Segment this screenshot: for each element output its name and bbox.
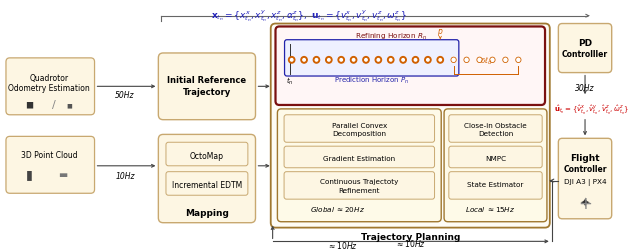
Text: Odometry Estimation: Odometry Estimation xyxy=(8,84,90,92)
Text: /: / xyxy=(52,100,56,110)
FancyBboxPatch shape xyxy=(449,115,542,143)
Circle shape xyxy=(427,59,429,62)
Text: Trajectory: Trajectory xyxy=(183,88,231,96)
Circle shape xyxy=(516,58,521,63)
Text: 50Hz: 50Hz xyxy=(115,90,135,99)
Circle shape xyxy=(437,57,444,64)
Text: Prediction Horizon $P_n$: Prediction Horizon $P_n$ xyxy=(334,75,410,85)
Circle shape xyxy=(414,59,417,62)
Text: Detection: Detection xyxy=(478,131,513,137)
FancyBboxPatch shape xyxy=(444,110,547,222)
Circle shape xyxy=(402,59,404,62)
Text: Initial Reference: Initial Reference xyxy=(168,76,246,84)
Text: 30Hz: 30Hz xyxy=(575,84,595,92)
Text: ▮: ▮ xyxy=(26,168,32,180)
Text: ◼: ◼ xyxy=(25,100,33,110)
Text: $\mathbf{x}_{t_n} = \{x^x_{t_n}, x^y_{t_n}, x^z_{t_n}, \alpha^z_{t_n}\},\ \mathb: $\mathbf{x}_{t_n} = \{x^x_{t_n}, x^y_{t_… xyxy=(211,8,407,24)
FancyBboxPatch shape xyxy=(6,137,95,194)
FancyBboxPatch shape xyxy=(6,59,95,115)
Circle shape xyxy=(328,59,330,62)
Text: $\approx 10Hz$: $\approx 10Hz$ xyxy=(395,237,426,248)
Text: Decomposition: Decomposition xyxy=(332,131,387,137)
FancyBboxPatch shape xyxy=(158,135,255,223)
FancyBboxPatch shape xyxy=(558,139,612,219)
Circle shape xyxy=(503,58,508,63)
Text: Close-in Obstacle: Close-in Obstacle xyxy=(464,122,527,128)
Text: DJI A3 | PX4: DJI A3 | PX4 xyxy=(564,178,606,185)
Circle shape xyxy=(439,59,442,62)
Text: Quadrotor: Quadrotor xyxy=(29,74,69,83)
Text: Refining Horizon $R_n$: Refining Horizon $R_n$ xyxy=(355,32,427,42)
Circle shape xyxy=(303,59,305,62)
FancyBboxPatch shape xyxy=(158,54,255,120)
FancyBboxPatch shape xyxy=(271,24,550,228)
FancyBboxPatch shape xyxy=(166,143,248,166)
Circle shape xyxy=(400,57,406,64)
Text: Gradient Estimation: Gradient Estimation xyxy=(323,155,396,161)
FancyBboxPatch shape xyxy=(285,40,459,77)
Circle shape xyxy=(338,57,344,64)
Circle shape xyxy=(425,57,431,64)
Text: 3D Point Cloud: 3D Point Cloud xyxy=(21,150,77,159)
Text: Continuous Trajectoty: Continuous Trajectoty xyxy=(320,179,399,185)
Text: Local $\approx 15Hz$: Local $\approx 15Hz$ xyxy=(465,205,515,214)
Text: State Estimator: State Estimator xyxy=(467,182,524,188)
Text: $\delta\ell_d$: $\delta\ell_d$ xyxy=(480,56,492,67)
Circle shape xyxy=(365,59,367,62)
Text: $p$: $p$ xyxy=(437,27,444,38)
Text: NMPC: NMPC xyxy=(485,155,506,161)
Circle shape xyxy=(451,58,456,63)
Text: ✦: ✦ xyxy=(580,197,590,210)
Circle shape xyxy=(377,59,380,62)
Text: Trajectory Planning: Trajectory Planning xyxy=(360,232,460,241)
Text: $\hat{\mathbf{u}}_{t_n} = \{\hat{v}^x_{t_n}, \hat{v}^y_{t_n}, \hat{v}^z_{t_n}, \: $\hat{\mathbf{u}}_{t_n} = \{\hat{v}^x_{t… xyxy=(554,102,629,116)
Circle shape xyxy=(412,57,419,64)
Text: Mapping: Mapping xyxy=(185,208,229,218)
Circle shape xyxy=(388,57,394,64)
Circle shape xyxy=(363,57,369,64)
Circle shape xyxy=(390,59,392,62)
Circle shape xyxy=(314,57,319,64)
Text: Parallel Convex: Parallel Convex xyxy=(332,122,387,128)
Text: Refinement: Refinement xyxy=(339,188,380,194)
Text: Global $\approx 20Hz$: Global $\approx 20Hz$ xyxy=(310,205,365,214)
FancyBboxPatch shape xyxy=(277,110,441,222)
Text: ▬: ▬ xyxy=(58,169,68,179)
Text: 10Hz: 10Hz xyxy=(115,172,135,180)
Circle shape xyxy=(326,57,332,64)
Circle shape xyxy=(289,57,295,64)
Circle shape xyxy=(340,59,342,62)
Text: Flight: Flight xyxy=(570,154,600,163)
Text: ◼: ◼ xyxy=(66,102,72,107)
Text: PD: PD xyxy=(578,38,592,48)
FancyBboxPatch shape xyxy=(558,24,612,73)
FancyBboxPatch shape xyxy=(284,115,435,143)
Circle shape xyxy=(301,57,307,64)
FancyBboxPatch shape xyxy=(284,146,435,168)
Circle shape xyxy=(464,58,469,63)
FancyBboxPatch shape xyxy=(166,172,248,196)
Text: +: + xyxy=(578,194,592,212)
Text: Incremental EDTM: Incremental EDTM xyxy=(172,180,242,189)
Text: OctoMap: OctoMap xyxy=(190,151,224,160)
Circle shape xyxy=(353,59,355,62)
Circle shape xyxy=(351,57,356,64)
Text: Controller: Controller xyxy=(563,164,607,173)
Circle shape xyxy=(477,58,482,63)
FancyBboxPatch shape xyxy=(449,146,542,168)
Circle shape xyxy=(375,57,381,64)
FancyBboxPatch shape xyxy=(284,172,435,199)
Circle shape xyxy=(490,58,495,63)
FancyBboxPatch shape xyxy=(449,172,542,199)
Text: Controlller: Controlller xyxy=(562,50,608,59)
FancyBboxPatch shape xyxy=(275,27,545,106)
Text: $t_n$: $t_n$ xyxy=(286,76,294,87)
Circle shape xyxy=(316,59,317,62)
Text: $\approx 10Hz$: $\approx 10Hz$ xyxy=(326,239,358,250)
Circle shape xyxy=(291,59,293,62)
